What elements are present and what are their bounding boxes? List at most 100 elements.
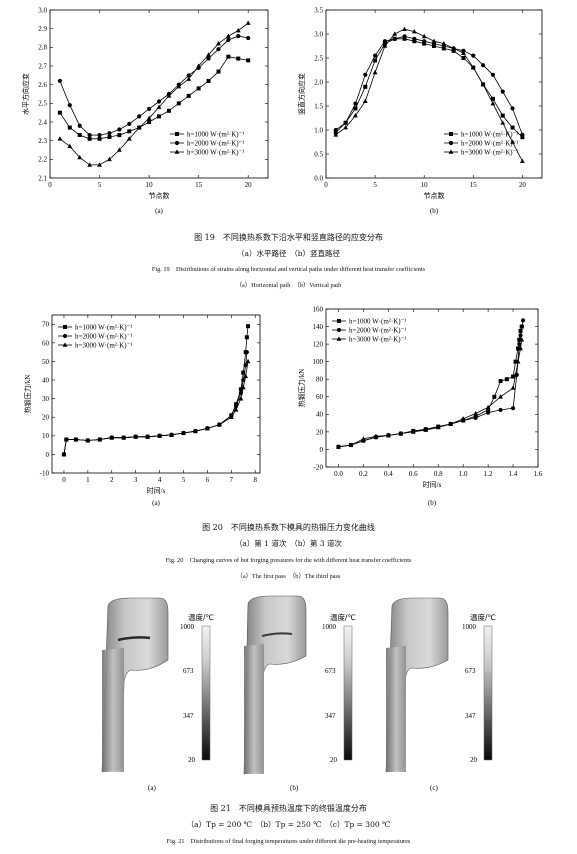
fig20b-series-1-point <box>513 359 518 364</box>
fig19b-series-1-point <box>510 125 515 130</box>
fig20b-series-1-point <box>517 337 522 342</box>
fig20a-xtick-label: 6 <box>206 476 210 484</box>
fig20a-xtick-label: 0 <box>62 476 66 484</box>
fig19a-series-1-point <box>176 101 181 106</box>
fig19a-series-1-point <box>186 93 191 98</box>
fig19a-ylabel: 水平方向应变 <box>21 73 30 115</box>
fig20b-legend-entry-1: h=1000 W·(m²·K)⁻¹ <box>332 318 406 326</box>
fig20b-xtick-label: 0.8 <box>434 470 443 478</box>
fig20b-series-3-point <box>336 444 341 449</box>
fig19a-legend-marker <box>174 140 180 146</box>
panel-label-b: (b) <box>290 784 299 792</box>
fig19a-legend-entry-1: h=1000 W·(m²·K)⁻¹ <box>170 131 244 139</box>
fig20a-series-1-point <box>238 387 243 392</box>
fig19b-chart: 0.0 0.5 1.0 1.5 2.0 2.5 3.0 3.5 0 5 10 15 20 节点数 竖直方向应… <box>297 6 543 215</box>
fig20-subcaption-cn: （a）第 1 道次 （b）第 3 道次 <box>234 539 343 548</box>
fig19a-series-1-point <box>117 133 122 138</box>
fig19b-series-1-point <box>441 46 446 51</box>
fig19a-series-3-point <box>136 125 142 130</box>
fig19b-series-2-point <box>382 39 388 44</box>
fig20a-series-3-point <box>73 436 79 442</box>
fig20a-series-3-point <box>61 451 67 457</box>
fig19b-xtick-label: 15 <box>470 181 478 189</box>
fig19a-legend-entry-3: h=3000 W·(m²·K)⁻¹ <box>170 149 244 157</box>
fig19b-series-3-point <box>372 69 378 75</box>
fig20b-legend-marker <box>336 336 342 341</box>
fig19a-ytick-label: 2.5 <box>38 100 47 108</box>
fig19a-series-1-point <box>97 136 102 141</box>
fig19a-xtick-label: 15 <box>195 181 203 189</box>
fig19a-series-3-point <box>216 41 221 46</box>
fig19b-series-3-point <box>519 158 525 163</box>
fig19a-xtick-label: 10 <box>146 181 154 189</box>
fig19b-legend-label: h=2000 W·(m²·K)⁻¹ <box>461 140 518 148</box>
fig20a-series-3-point <box>169 432 174 437</box>
legend-tick-a-1000: 1000 <box>180 623 195 631</box>
fig20a-series-1-point <box>246 324 251 329</box>
fig20b-xtick-label: 1.2 <box>484 470 493 478</box>
fig20b-series-3-point <box>423 427 429 432</box>
fig20a-series-3-point <box>85 437 91 443</box>
fig19b-xlabel: 节点数 <box>424 191 445 200</box>
fig19a-legend-marker <box>175 132 179 136</box>
fig20a-series-3-point <box>133 434 139 439</box>
fig20b-ytick-label: 140 <box>313 323 324 331</box>
fig19b-series-3-point <box>461 50 466 55</box>
fig19b-legend-marker <box>448 140 454 146</box>
fig19b-series-3 <box>333 26 525 163</box>
fig20b-series-1-point <box>504 377 509 382</box>
fig19b-ytick-label: 3.5 <box>314 6 323 14</box>
fig19a-xlabel: 节点数 <box>149 191 170 200</box>
fig20a-ytick-label: 30 <box>42 395 50 403</box>
fig19a-series-1-point <box>147 120 152 124</box>
fig20a-series-3-point <box>240 384 246 390</box>
fig19b-legend-entry-1: h=1000 W·(m²·K)⁻¹ <box>444 131 518 139</box>
legend-tick-b-20: 20 <box>330 756 338 764</box>
fig19a-series-1-point <box>206 78 211 83</box>
fig20b-chart: -20 0 20 40 60 80 100 120 140 160 0.0 0.2 0.4 0.6 0.8 1… <box>297 305 543 507</box>
legend-tick-c-1000: 1000 <box>462 623 477 631</box>
fig20a-series-1-point <box>241 370 246 375</box>
fig19b-series-3-point <box>333 132 339 137</box>
fig19b-series-1-point <box>373 58 378 63</box>
fig19a-series-3-line <box>59 22 249 166</box>
fig19b-panel-label: (b) <box>430 207 439 215</box>
fig19a-series-3-point <box>245 20 251 25</box>
fig20b-legend-marker <box>336 327 342 333</box>
fig20b-ylabel: 热锻压力/kN <box>297 369 306 408</box>
fig19b-ytick-label: 1.5 <box>314 102 323 110</box>
fig19b-legend-marker <box>448 149 454 154</box>
fig20b-series-3-point <box>485 404 491 410</box>
fig20a-xtick-label: 4 <box>158 476 162 484</box>
fig20a-xtick-label: 3 <box>134 476 138 484</box>
fig20b-series-3-line <box>338 339 523 448</box>
fig20b-xlabel: 时间/s <box>423 480 442 489</box>
fig20b-legend-marker <box>337 319 341 323</box>
fig20a-plot-frame <box>51 314 261 474</box>
fig20b-series-2-point <box>519 324 524 329</box>
fig20b-ytick-label: 60 <box>316 393 324 401</box>
fig20a-xtick-label: 1 <box>86 476 90 484</box>
fig19a-series-1-point <box>127 129 132 134</box>
fig20a-legend-marker <box>62 342 68 347</box>
fig19a-series-3-point <box>196 63 202 68</box>
fig19a-series-3-point <box>126 136 132 141</box>
fig20a-series-3-point <box>121 435 127 440</box>
fig19a-series-2-point <box>186 73 191 78</box>
fig19b-series-3-point <box>441 41 447 46</box>
fig20b-ytick-label: 40 <box>316 411 324 419</box>
fig19a-series-3-point <box>116 147 122 152</box>
fig20b-panel-label: (b) <box>428 499 437 507</box>
fig20b-xtick-label: 0.2 <box>359 470 368 478</box>
fig19a-series-3-point <box>156 104 162 109</box>
fig19a-series-1-point <box>157 114 161 119</box>
fig20b-ytick-label: 0 <box>320 446 324 454</box>
fig19b-series-1-point <box>500 113 505 118</box>
fig19b-series-1-point <box>461 56 466 60</box>
fig19b-series-1-line <box>335 38 523 138</box>
fig19b-xtick-label: 10 <box>421 181 429 189</box>
fig19a-series-3-point <box>146 115 152 121</box>
fig19a-series-1-point <box>57 110 62 115</box>
fig19b-series-1-point <box>353 106 358 111</box>
fig20a-panel-label: (a) <box>152 499 160 507</box>
